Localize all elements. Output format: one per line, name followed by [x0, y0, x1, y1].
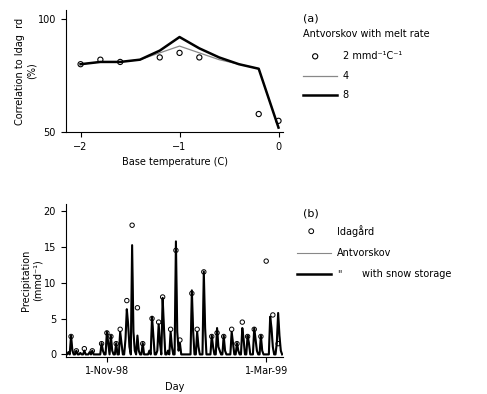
Text: (a): (a) — [303, 13, 319, 24]
Point — [89, 348, 96, 354]
Point — [250, 326, 258, 333]
Point — [311, 53, 319, 59]
Point — [116, 326, 124, 333]
Text: ": " — [337, 269, 341, 279]
Point — [176, 337, 184, 343]
Point — [262, 258, 270, 264]
Point — [244, 333, 251, 340]
Text: Antvorskov with melt rate: Antvorskov with melt rate — [303, 30, 430, 39]
Point — [116, 59, 124, 65]
Text: Antvorskov: Antvorskov — [337, 247, 391, 258]
Text: 8: 8 — [343, 91, 349, 100]
Point — [307, 228, 315, 234]
Point — [233, 340, 241, 347]
Point — [200, 269, 207, 275]
Point — [96, 56, 104, 63]
Point — [172, 247, 180, 253]
Point — [176, 50, 184, 56]
Point — [188, 290, 196, 297]
Point — [73, 348, 80, 354]
X-axis label: Day: Day — [165, 382, 184, 392]
Point — [239, 319, 246, 325]
Text: 2 mmd⁻¹C⁻¹: 2 mmd⁻¹C⁻¹ — [343, 51, 402, 61]
Point — [167, 326, 174, 333]
Point — [156, 54, 164, 61]
X-axis label: Base temperature (C): Base temperature (C) — [122, 158, 227, 167]
Point — [213, 330, 221, 336]
Point — [257, 333, 265, 340]
Point — [76, 61, 84, 67]
Point — [123, 297, 131, 304]
Point — [139, 340, 147, 347]
Point — [220, 333, 227, 340]
Point — [274, 340, 282, 347]
Point — [208, 333, 216, 340]
Point — [107, 333, 115, 340]
Point — [128, 222, 136, 229]
Point — [155, 319, 163, 325]
Point — [269, 312, 277, 318]
Text: Idagård: Idagård — [337, 225, 374, 237]
Text: 4: 4 — [343, 71, 349, 81]
Point — [80, 346, 88, 352]
Point — [159, 294, 167, 300]
Point — [112, 340, 120, 347]
Point — [195, 54, 203, 61]
Point — [148, 315, 156, 322]
Text: (b): (b) — [303, 208, 319, 218]
Point — [255, 111, 262, 117]
Point — [228, 326, 236, 333]
Point — [133, 305, 141, 311]
Point — [275, 118, 282, 124]
Text: with snow storage: with snow storage — [362, 269, 452, 279]
Y-axis label: Precipitation
(mmd⁻¹): Precipitation (mmd⁻¹) — [20, 249, 42, 311]
Point — [98, 340, 106, 347]
Point — [103, 330, 111, 336]
Point — [193, 326, 201, 333]
Point — [67, 333, 75, 340]
Y-axis label: Correlation to Idag  rd
(%): Correlation to Idag rd (%) — [15, 17, 36, 125]
